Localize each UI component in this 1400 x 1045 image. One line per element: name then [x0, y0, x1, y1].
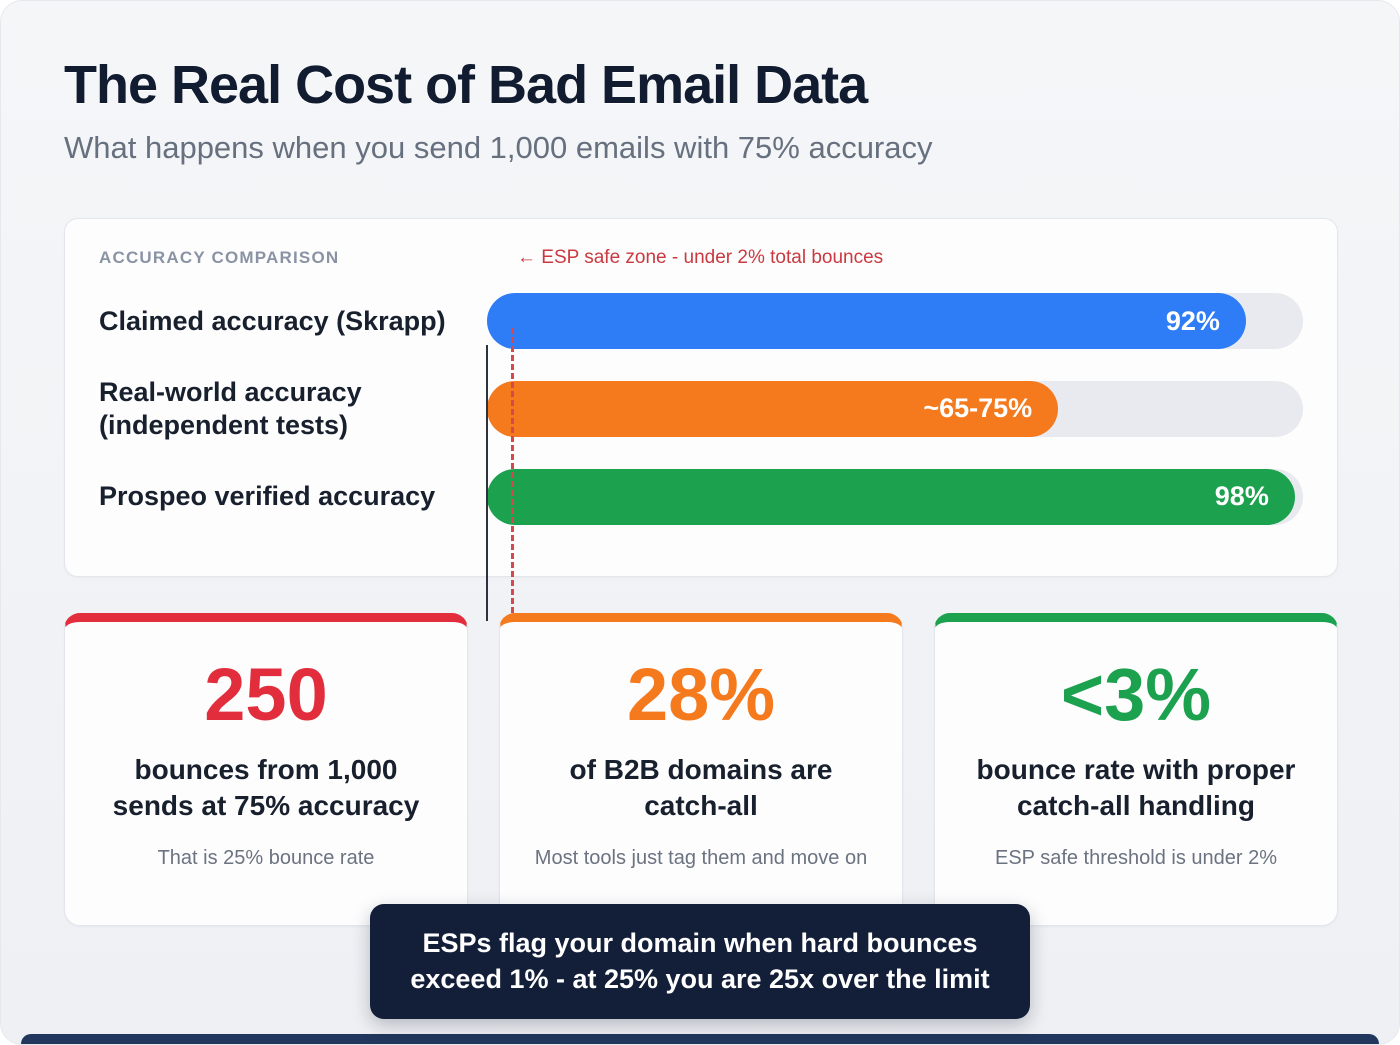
stat-heading: of B2B domains are catch-all [569, 754, 833, 822]
bar-fill-prospeo: 98% [487, 468, 1295, 525]
footer-strip [21, 1034, 1379, 1044]
stat-cards-row: 250 bounces from 1,000 sends at 75% accu… [64, 613, 1338, 926]
bar-row: Claimed accuracy (Skrapp) 92% [99, 293, 1303, 349]
bar-track: 92% [487, 293, 1303, 349]
bar-row: Prospeo verified accuracy 98% [99, 468, 1303, 525]
bar-value-label: 92% [1165, 305, 1220, 336]
stat-heading: bounces from 1,000 sends at 75% accuracy [112, 754, 420, 822]
chart-section-label: ACCURACY COMPARISON [99, 248, 340, 267]
accuracy-comparison-card: ACCURACY COMPARISON ← ESP safe zone - un… [64, 218, 1338, 622]
bar-chart: Claimed accuracy (Skrapp) 92% Real-world… [99, 293, 1303, 622]
stat-value: 28% [626, 653, 776, 736]
header: The Real Cost of Bad Email Data What hap… [1, 1, 1399, 166]
chart-header: ACCURACY COMPARISON ← ESP safe zone - un… [99, 247, 1303, 269]
bar-label: Real-world accuracy (independent tests) [99, 377, 362, 440]
stat-caption: ESP safe threshold is under 2% [994, 846, 1278, 869]
stat-card-bounce-rate: <3% bounce rate with proper catch-all ha… [934, 613, 1338, 926]
stat-caption: That is 25% bounce rate [157, 846, 375, 869]
bar-fill-real-world: ~65-75% [487, 380, 1059, 437]
bar-track: ~65-75% [487, 380, 1303, 437]
stat-heading: bounce rate with proper catch-all handli… [976, 754, 1296, 822]
stat-value: <3% [1060, 653, 1212, 736]
esp-safe-zone-annotation: ← ESP safe zone - under 2% total bounces [517, 247, 884, 268]
stat-value: 250 [204, 653, 328, 736]
bar-row: Real-world accuracy (independent tests) … [99, 376, 1303, 442]
page-title: The Real Cost of Bad Email Data [64, 55, 868, 115]
stat-card-bounces: 250 bounces from 1,000 sends at 75% accu… [64, 613, 468, 926]
bar-track: 98% [487, 468, 1303, 525]
esp-warning-text: ESPs flag your domain when hard bounces … [410, 928, 990, 995]
axis-baseline [486, 345, 488, 621]
bar-value-label: ~65-75% [923, 393, 1033, 424]
bar-fill-claimed: 92% [487, 293, 1246, 349]
esp-warning-banner: ESPs flag your domain when hard bounces … [370, 904, 1030, 1019]
esp-threshold-dashed-line [511, 328, 514, 622]
bar-label: Claimed accuracy (Skrapp) [99, 305, 446, 336]
page-subtitle: What happens when you send 1,000 emails … [64, 129, 933, 165]
bar-label: Prospeo verified accuracy [99, 481, 436, 512]
stat-caption: Most tools just tag them and move on [534, 846, 868, 869]
stat-card-catch-all: 28% of B2B domains are catch-all Most to… [499, 613, 903, 926]
bar-value-label: 98% [1214, 481, 1269, 512]
